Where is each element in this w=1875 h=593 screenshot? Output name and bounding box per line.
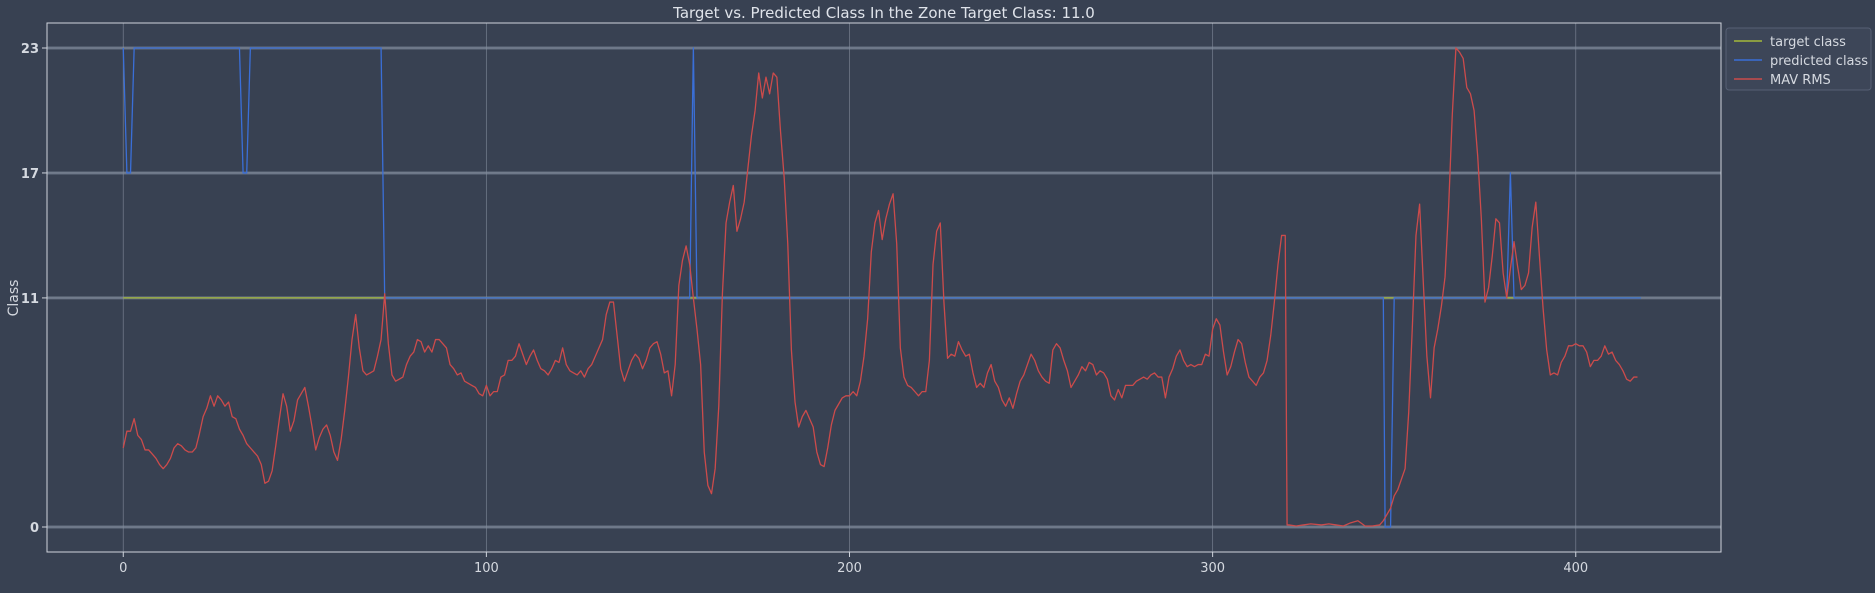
legend: target class predicted class MAV RMS bbox=[1725, 27, 1872, 91]
legend-label: MAV RMS bbox=[1770, 73, 1831, 88]
ticks: 0 100 200 300 400 0 11 17 23 bbox=[21, 42, 1588, 576]
series-line-mav-rms bbox=[122, 47, 1638, 527]
y-tick-label: 0 bbox=[30, 521, 39, 536]
y-tick-label: 23 bbox=[21, 42, 39, 57]
x-tick-label: 400 bbox=[1563, 561, 1588, 576]
x-tick-label: 0 bbox=[119, 561, 127, 576]
legend-box bbox=[1725, 27, 1872, 91]
legend-label: target class bbox=[1770, 35, 1846, 50]
y-axis-label: Class bbox=[6, 280, 22, 317]
plot-frame bbox=[46, 22, 1722, 553]
x-tick-label: 100 bbox=[474, 561, 499, 576]
y-tick-label: 17 bbox=[21, 167, 39, 182]
chart-title: Target vs. Predicted Class In the Zone T… bbox=[672, 4, 1095, 22]
series-layer bbox=[122, 47, 1642, 528]
legend-label: predicted class bbox=[1770, 54, 1868, 69]
x-tick-label: 300 bbox=[1200, 561, 1225, 576]
series-line-predicted-class bbox=[122, 47, 1642, 528]
x-tick-label: 200 bbox=[837, 561, 862, 576]
y-tick-label: 11 bbox=[21, 292, 39, 307]
